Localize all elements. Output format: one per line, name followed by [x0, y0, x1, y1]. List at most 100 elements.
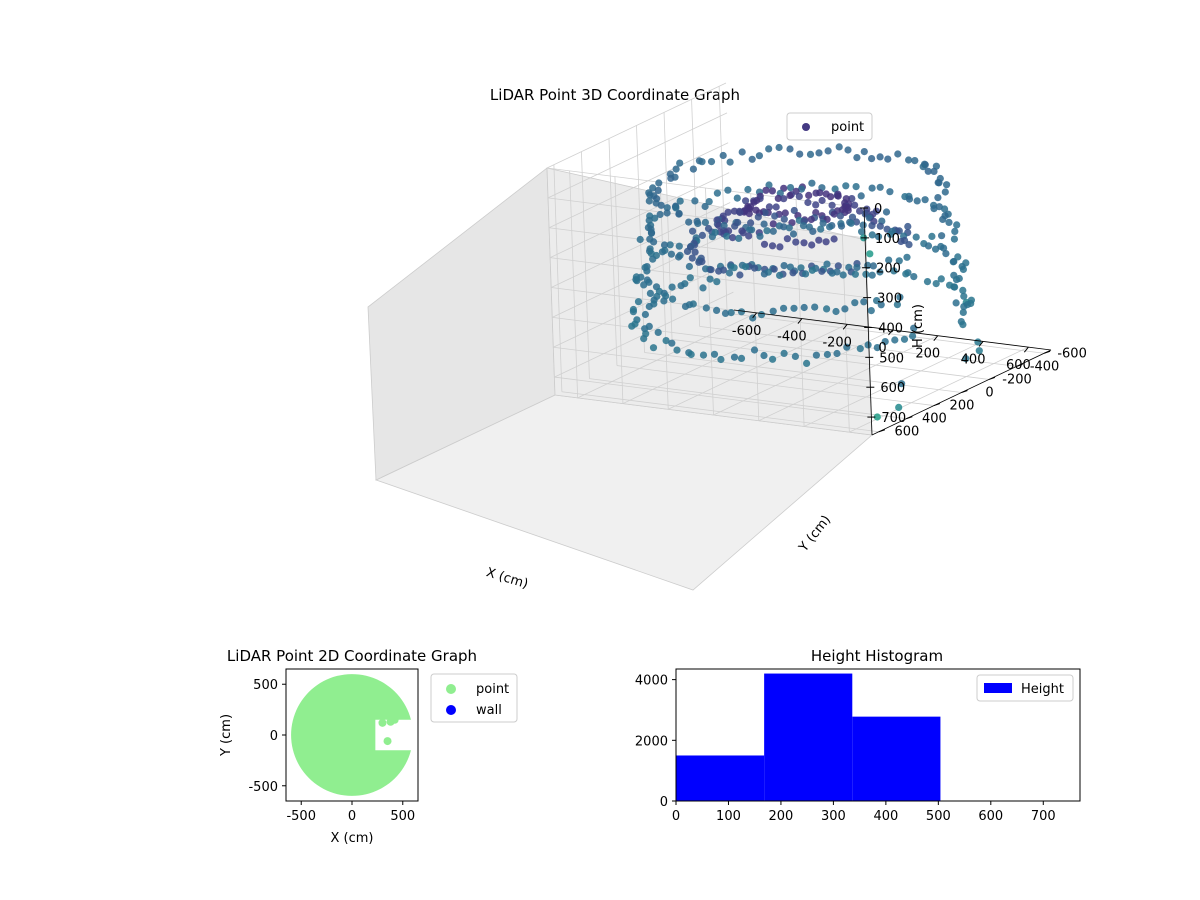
point-3d: [715, 267, 723, 275]
point-3d: [817, 225, 825, 233]
point-3d: [685, 218, 693, 226]
point-3d: [856, 345, 864, 353]
grid-line-z: [551, 202, 731, 288]
point-3d: [830, 235, 838, 243]
point-3d: [903, 253, 911, 261]
point-3d: [876, 153, 884, 161]
point-3d: [735, 234, 743, 242]
point-3d: [781, 209, 789, 217]
point-3d: [634, 298, 643, 306]
point-3d: [713, 189, 722, 197]
scatter-2d-chart: LiDAR Point 2D Coordinate Graph -500 0 500…: [219, 647, 518, 846]
y-tick-label-2d: 0: [270, 729, 278, 744]
point-3d: [815, 149, 823, 157]
point-3d: [921, 196, 929, 204]
point-3d: [952, 299, 960, 307]
point-3d: [636, 235, 644, 244]
point-3d: [895, 403, 903, 411]
point-3d: [811, 303, 819, 311]
y-axis-label-2d: Y (cm): [219, 714, 234, 757]
point-3d: [795, 192, 803, 200]
point-3d: [934, 194, 942, 202]
grid-line-x: [614, 176, 624, 404]
point-3d: [893, 301, 902, 309]
point-3d: [677, 282, 685, 290]
point-3d: [910, 273, 918, 281]
point-3d: [800, 239, 808, 247]
point-3d: [837, 222, 846, 230]
point-3d: [896, 293, 904, 301]
grid-line-z: [554, 376, 872, 418]
grid-line-z: [548, 142, 729, 229]
point-3d: [869, 262, 878, 270]
y-tick-label-hist: 0: [660, 795, 668, 810]
point-3d: [730, 264, 738, 272]
point-3d: [756, 232, 764, 240]
point-3d: [847, 219, 855, 227]
point-3d: [660, 297, 668, 305]
point-3d: [894, 150, 902, 158]
grid-line-z: [553, 261, 733, 348]
point-3d: [905, 156, 913, 164]
point-3d: [828, 201, 836, 209]
point-3d: [761, 209, 769, 217]
point-3d: [775, 143, 783, 152]
point-3d: [780, 262, 788, 270]
point-3d: [938, 232, 946, 240]
point-3d: [877, 301, 885, 309]
point-3d: [701, 218, 710, 226]
point-3d: [769, 307, 777, 315]
point-3d: [701, 202, 709, 211]
point-3d: [844, 146, 852, 154]
z-tick-label-3d: 700: [881, 411, 906, 426]
point-3d: [868, 231, 876, 239]
point-3d: [723, 232, 731, 240]
point-3d: [760, 220, 768, 228]
point-3d: [672, 204, 680, 212]
point-3d: [654, 328, 662, 336]
point-3d: [717, 355, 725, 364]
z-tick-label-3d: 300: [877, 292, 902, 307]
point-3d: [769, 227, 777, 235]
point-3d: [886, 188, 894, 196]
point-3d: [959, 321, 967, 329]
point-3d: [651, 214, 659, 222]
point-3d: [830, 210, 838, 218]
point-3d: [819, 219, 827, 227]
point-3d: [713, 278, 721, 286]
point-3d: [708, 233, 717, 241]
grid-line-z: [552, 316, 870, 358]
height-histogram-chart: Height Histogram 0 100 200 300 400 500 600 7000…: [635, 647, 1081, 824]
point-3d: [776, 243, 784, 251]
y-tick-label-3d: 600: [894, 425, 919, 440]
point-3d: [930, 205, 938, 213]
point-3d: [884, 155, 892, 163]
point-3d: [962, 355, 970, 363]
point-3d: [790, 304, 798, 312]
point-3d: [724, 186, 732, 194]
x-tick-label-hist: 600: [978, 809, 1003, 824]
point-3d: [726, 158, 734, 166]
point-3d: [890, 267, 898, 275]
point-3d: [742, 263, 750, 271]
point-3d: [802, 270, 810, 278]
point-3d: [768, 187, 777, 195]
z-axis-label-3d: H (cm): [911, 304, 926, 348]
point-3d: [902, 270, 910, 278]
grid-line-z: [553, 346, 871, 388]
point-3d: [657, 201, 665, 209]
point-3d: [827, 193, 835, 201]
point-3d: [792, 238, 800, 246]
point-3d: [791, 352, 800, 360]
point-3d: [832, 307, 840, 316]
point-3d: [852, 183, 860, 191]
point-3d: [910, 324, 918, 332]
point-3d: [913, 197, 921, 205]
point-3d: [780, 223, 788, 231]
point-3d: [853, 154, 861, 162]
point-3d: [774, 194, 782, 202]
point-3d: [699, 351, 708, 359]
point-3d: [911, 157, 919, 165]
x-axis-label-2d: X (cm): [331, 831, 374, 846]
point-3d: [960, 292, 968, 300]
